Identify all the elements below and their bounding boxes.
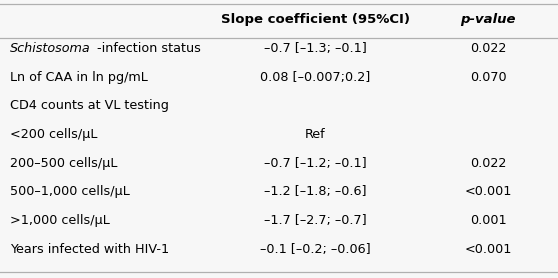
Text: <0.001: <0.001: [465, 185, 512, 198]
Text: 0.08 [–0.007;0.2]: 0.08 [–0.007;0.2]: [260, 71, 371, 84]
Text: 0.022: 0.022: [470, 42, 507, 55]
Text: Slope coefficient (95%CI): Slope coefficient (95%CI): [221, 13, 410, 26]
Text: –0.7 [–1.2; –0.1]: –0.7 [–1.2; –0.1]: [264, 157, 367, 170]
Text: –0.1 [–0.2; –0.06]: –0.1 [–0.2; –0.06]: [260, 243, 371, 255]
Text: <200 cells/μL: <200 cells/μL: [10, 128, 98, 141]
Text: 0.022: 0.022: [470, 157, 507, 170]
Text: CD4 counts at VL testing: CD4 counts at VL testing: [10, 100, 169, 112]
Text: Years infected with HIV-1: Years infected with HIV-1: [10, 243, 169, 255]
Text: <0.001: <0.001: [465, 243, 512, 255]
Text: -infection status: -infection status: [97, 42, 200, 55]
Text: 500–1,000 cells/μL: 500–1,000 cells/μL: [10, 185, 130, 198]
Text: Schistosoma: Schistosoma: [10, 42, 91, 55]
Text: –0.7 [–1.3; –0.1]: –0.7 [–1.3; –0.1]: [264, 42, 367, 55]
Text: 0.070: 0.070: [470, 71, 507, 84]
Text: 0.001: 0.001: [470, 214, 507, 227]
Text: p-value: p-value: [460, 13, 516, 26]
Text: Ln of CAA in ln pg/mL: Ln of CAA in ln pg/mL: [10, 71, 148, 84]
Text: –1.7 [–2.7; –0.7]: –1.7 [–2.7; –0.7]: [264, 214, 367, 227]
Text: >1,000 cells/μL: >1,000 cells/μL: [10, 214, 110, 227]
Text: Ref: Ref: [305, 128, 325, 141]
Text: –1.2 [–1.8; –0.6]: –1.2 [–1.8; –0.6]: [264, 185, 367, 198]
Text: 200–500 cells/μL: 200–500 cells/μL: [10, 157, 117, 170]
